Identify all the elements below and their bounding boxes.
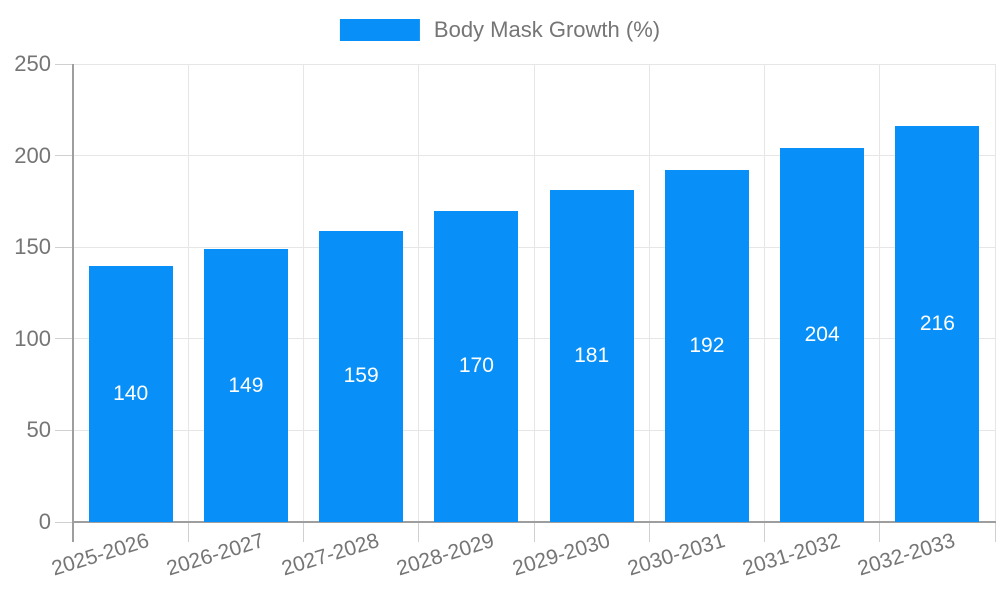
bar[interactable]: 149 xyxy=(203,249,288,522)
bar-value-label: 192 xyxy=(689,334,725,358)
gridline-vertical xyxy=(764,64,765,522)
bar-value-label: 149 xyxy=(228,373,264,397)
bar-value-label: 204 xyxy=(804,323,840,347)
bar-value-label: 216 xyxy=(919,312,955,336)
x-axis-line xyxy=(72,521,996,523)
legend[interactable]: Body Mask Growth (%) xyxy=(339,17,661,43)
x-axis-tick xyxy=(187,522,189,542)
bar-value-label: 159 xyxy=(343,364,379,388)
bar[interactable]: 170 xyxy=(434,210,519,522)
y-tick-label: 100 xyxy=(14,325,51,351)
y-axis-tick xyxy=(55,521,73,523)
gridline-vertical xyxy=(879,64,881,522)
gridline-vertical xyxy=(994,64,996,522)
gridline-vertical xyxy=(187,64,189,522)
y-tick-label: 50 xyxy=(26,417,51,443)
y-tick-label: 250 xyxy=(14,51,51,76)
bar[interactable]: 192 xyxy=(664,170,749,522)
y-tick-label: 200 xyxy=(14,142,51,168)
bar-value-label: 181 xyxy=(574,344,610,368)
y-axis-tick xyxy=(55,338,73,340)
y-axis-tick xyxy=(55,246,73,248)
gridline-vertical xyxy=(303,64,304,522)
y-tick-label: 150 xyxy=(14,234,51,260)
x-axis-tick xyxy=(418,522,420,542)
bar[interactable]: 140 xyxy=(88,265,173,522)
x-axis-tick xyxy=(879,522,881,542)
gridline-vertical xyxy=(418,64,420,522)
legend-label: Body Mask Growth (%) xyxy=(433,17,661,42)
x-axis-tick xyxy=(303,522,304,542)
y-axis-tick xyxy=(55,155,73,157)
legend-swatch xyxy=(339,19,420,41)
x-axis-tick xyxy=(648,522,650,542)
y-axis-tick xyxy=(55,63,73,65)
y-tick-label: 0 xyxy=(38,509,51,534)
y-axis-tick xyxy=(55,429,73,431)
gridline-vertical xyxy=(533,64,535,522)
bar[interactable]: 204 xyxy=(780,148,865,522)
bar[interactable]: 159 xyxy=(319,230,404,522)
bar[interactable]: 181 xyxy=(549,190,634,522)
bar-value-label: 140 xyxy=(113,381,149,405)
gridline-vertical xyxy=(648,64,650,522)
x-axis-tick xyxy=(533,522,535,542)
x-axis-tick xyxy=(994,522,996,542)
bar-value-label: 170 xyxy=(458,354,494,378)
x-axis-tick xyxy=(764,522,765,542)
bar[interactable]: 216 xyxy=(895,126,980,522)
y-axis-line xyxy=(72,64,74,542)
